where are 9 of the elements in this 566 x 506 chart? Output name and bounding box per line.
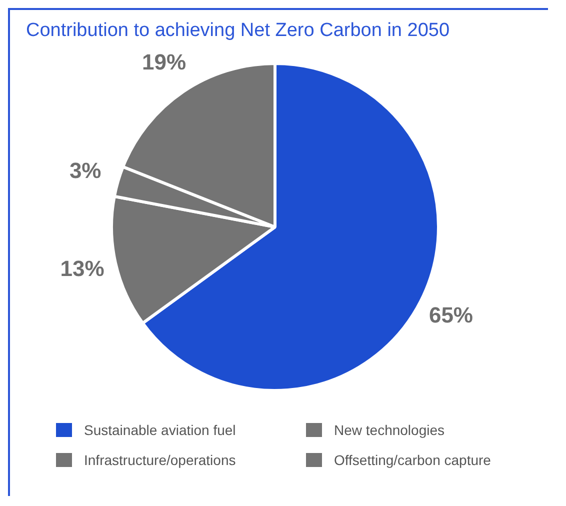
legend-label: Sustainable aviation fuel	[84, 422, 236, 438]
data-label: 19%	[142, 50, 186, 75]
data-label: 65%	[428, 302, 473, 328]
data-label: 13%	[60, 256, 104, 282]
legend-label: Infrastructure/operations	[84, 452, 236, 468]
legend-label: Offsetting/carbon capture	[334, 452, 491, 468]
legend-label: New technologies	[334, 422, 445, 438]
data-label: 3%	[69, 158, 102, 183]
chart-title: Contribution to achieving Net Zero Carbon in 2050	[25, 19, 451, 42]
